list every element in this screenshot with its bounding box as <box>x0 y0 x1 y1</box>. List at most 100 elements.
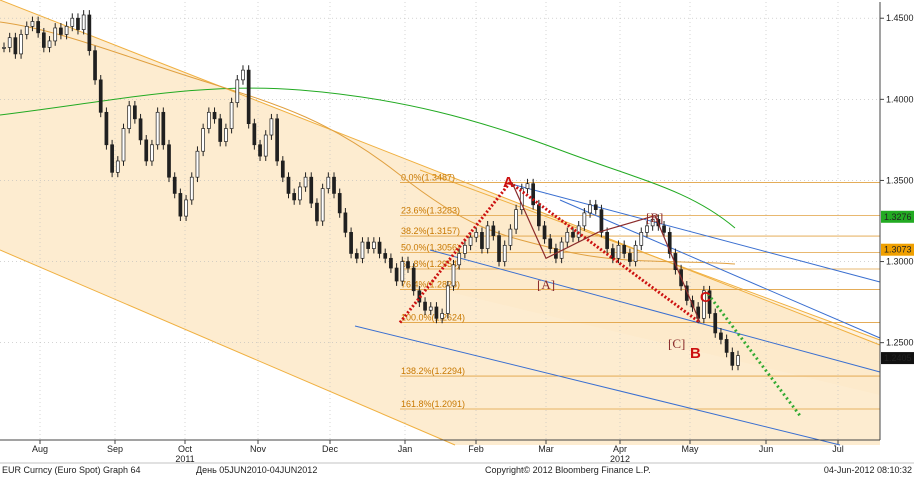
price-tag <box>881 210 914 223</box>
fib-label: 138.2%(1.2294) <box>401 366 465 376</box>
candle-body <box>406 261 410 269</box>
candle-body <box>326 176 331 189</box>
x-tick-label: Jan <box>398 444 413 454</box>
candle-body <box>269 118 274 136</box>
candle-body <box>360 241 365 259</box>
candle-body <box>41 32 46 48</box>
projection-line <box>706 293 802 417</box>
channel-inner-fill <box>420 170 880 395</box>
candle-body <box>24 25 29 35</box>
candle-body <box>178 193 183 217</box>
candle-body <box>736 355 740 366</box>
footer-instrument: EUR Curncy (Euro Spot) Graph 64 <box>2 465 141 475</box>
fib-label: 100.0%(1.2624) <box>401 313 465 323</box>
price-tag-label: 1.3073 <box>884 245 912 255</box>
x-tick-label: Jul <box>832 444 844 454</box>
x-tick-label: Mar <box>538 444 554 454</box>
candle-body <box>571 232 575 238</box>
candle-body <box>588 204 592 214</box>
sub-wave-label-2: [B] <box>646 210 663 225</box>
price-tag-label: 1.2405 <box>884 353 912 363</box>
candle-body <box>605 232 609 249</box>
candle-body <box>593 204 598 210</box>
candle-body <box>371 241 376 249</box>
fib-label: 61.8%(1.2954) <box>401 259 460 269</box>
fib-label: 0.0%(1.3487) <box>401 173 455 183</box>
candle-body <box>582 212 587 227</box>
candle-body <box>286 176 291 194</box>
candle-body <box>565 232 570 243</box>
x-tick-label: Jun <box>759 444 774 454</box>
y-tick-label: 1.4000 <box>886 94 914 104</box>
axes: 1.2500 1.3000 1.3500 1.4000 1.4500 Aug Sep Oct N… <box>0 2 914 464</box>
candle-body <box>525 183 530 189</box>
candle-body <box>650 219 655 227</box>
candle-body <box>64 25 69 35</box>
candle-body <box>332 176 336 194</box>
ma-orange-line <box>0 21 736 265</box>
wave-label-b: B <box>690 345 701 362</box>
candle-body <box>366 241 371 249</box>
candle-body <box>275 118 279 162</box>
candle-body <box>19 34 23 55</box>
candle-body <box>633 244 638 262</box>
candle-body <box>428 306 433 311</box>
y-tick-label: 1.3000 <box>886 257 914 267</box>
candle-body <box>730 352 735 366</box>
candle-body <box>377 241 382 254</box>
candle-body <box>320 188 325 222</box>
candle-body <box>184 199 188 217</box>
x-tick-label: Nov <box>250 444 267 454</box>
wave-label-a: A <box>503 174 514 191</box>
candle-body <box>457 253 462 266</box>
trend-lines <box>354 184 881 446</box>
candle-body <box>98 79 103 113</box>
candle-body <box>133 105 137 120</box>
x-tick-label: Sep <box>107 444 123 454</box>
candle-body <box>468 236 473 246</box>
candle-body <box>724 339 729 353</box>
candle-body <box>195 150 200 178</box>
candle-body <box>104 111 109 146</box>
candle-body <box>36 21 40 34</box>
candle-body <box>599 209 604 233</box>
fib-label: 161.8%(1.2091) <box>401 399 465 409</box>
candle-body <box>30 21 35 27</box>
trend-line-4 <box>559 199 881 339</box>
candle-body <box>235 79 240 103</box>
x-tick-label: Aug <box>32 444 48 454</box>
candle-body <box>662 225 666 233</box>
candle-body <box>127 105 132 129</box>
candle-body <box>451 264 456 287</box>
candle-body <box>161 111 166 146</box>
y-tick-label: 1.2500 <box>886 338 914 348</box>
candle-body <box>485 225 490 249</box>
candle-body <box>280 160 285 178</box>
candle-body <box>440 313 444 319</box>
channel-lower-line <box>0 249 456 446</box>
candle-body <box>298 186 302 201</box>
grid-lines <box>0 2 880 440</box>
candle-body <box>616 244 621 259</box>
candle-body <box>445 285 450 314</box>
price-tag <box>881 243 914 256</box>
candle-body <box>87 14 92 52</box>
candle-body <box>212 111 217 120</box>
candle-body <box>548 238 553 249</box>
candle-body <box>70 17 75 27</box>
candle-body <box>519 188 524 210</box>
candle-body <box>121 128 126 162</box>
candle-body <box>115 160 120 173</box>
candle-body <box>610 248 615 259</box>
candle-body <box>110 144 114 173</box>
footer-period: День 05JUN2010-04JUN2012 <box>196 465 317 475</box>
candle-body <box>309 176 314 204</box>
sub-wave-label-1: [A] <box>537 277 555 292</box>
wave-line-a <box>398 181 512 324</box>
candle-body <box>434 306 439 319</box>
candle-body <box>531 183 536 206</box>
candle-body <box>411 267 416 292</box>
candle-body <box>252 123 257 146</box>
